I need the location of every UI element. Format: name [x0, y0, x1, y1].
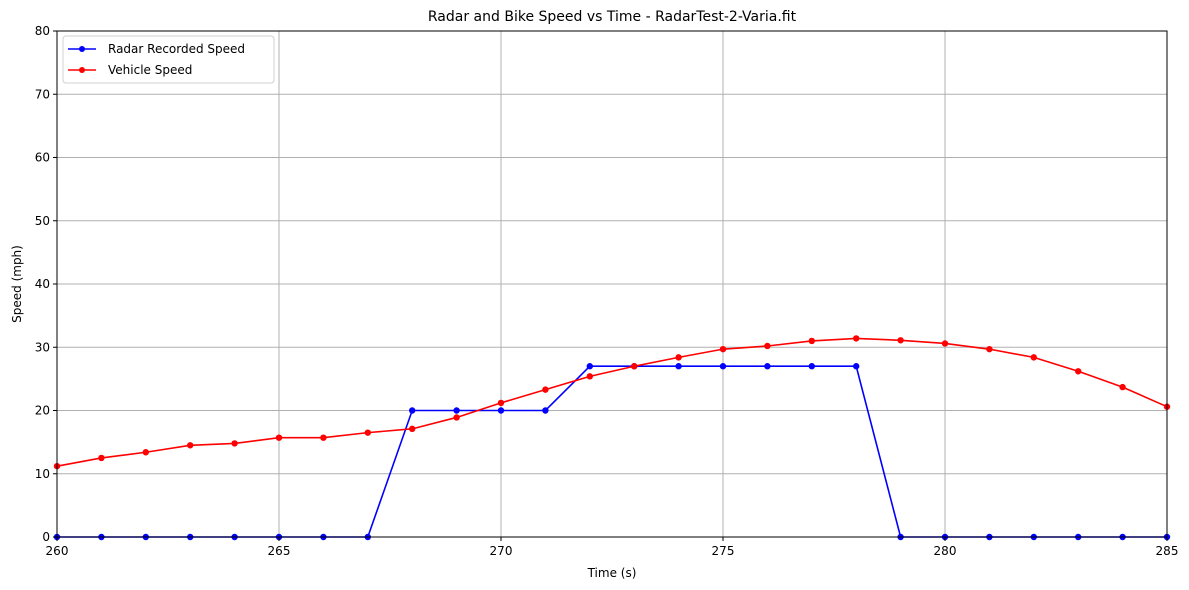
- x-axis-ticks: 260 265 270 275 280 285: [46, 537, 1179, 558]
- y-axis-ticks: 0 10 20 30 40 50 60 70 80: [35, 24, 57, 544]
- data-point: [675, 354, 682, 361]
- plot-series: [53, 335, 1171, 541]
- data-point: [497, 399, 505, 407]
- data-point: [719, 363, 727, 370]
- data-point: [853, 335, 860, 342]
- x-tick-label: 285: [1156, 544, 1179, 558]
- data-point: [986, 345, 993, 353]
- x-tick-label: 280: [934, 544, 957, 558]
- data-point: [364, 429, 371, 436]
- data-point: [409, 425, 416, 433]
- series-line: [57, 365, 1167, 538]
- data-point: [453, 407, 460, 414]
- legend-box: [62, 35, 275, 84]
- data-point: [631, 363, 638, 370]
- data-point: [853, 363, 860, 370]
- data-point: [808, 363, 815, 370]
- data-point: [808, 337, 815, 345]
- data-point: [542, 386, 549, 393]
- legend-item-radar: Radar Recorded Speed: [68, 42, 245, 56]
- y-tick-label: 0: [42, 530, 50, 544]
- legend-marker-radar: [79, 46, 85, 52]
- legend-label-vehicle: Vehicle Speed: [108, 63, 192, 77]
- y-tick-label: 80: [35, 24, 50, 38]
- y-tick-label: 70: [35, 87, 50, 101]
- data-point: [719, 345, 727, 353]
- data-point: [586, 373, 593, 380]
- x-tick-label: 275: [712, 544, 735, 558]
- data-point: [1119, 383, 1126, 391]
- y-tick-label: 20: [35, 404, 50, 418]
- data-point: [497, 407, 505, 414]
- data-point: [453, 414, 460, 421]
- data-point: [98, 454, 105, 462]
- data-point: [187, 442, 194, 449]
- data-point: [764, 342, 771, 350]
- data-point: [941, 340, 949, 347]
- x-tick-label: 265: [268, 544, 291, 558]
- data-point: [586, 363, 593, 370]
- y-tick-label: 10: [35, 467, 50, 481]
- legend-marker-vehicle: [79, 67, 85, 73]
- legend-item-vehicle: Vehicle Speed: [68, 63, 192, 77]
- data-point: [764, 363, 771, 370]
- x-axis-label: Time (s): [587, 566, 637, 580]
- y-tick-label: 30: [35, 340, 50, 354]
- data-point: [409, 407, 416, 414]
- y-axis-label: Speed (mph): [10, 245, 24, 323]
- x-tick-label: 260: [46, 544, 69, 558]
- data-point: [231, 440, 238, 447]
- y-tick-label: 40: [35, 277, 50, 291]
- data-point: [542, 407, 549, 414]
- data-point: [275, 434, 283, 441]
- series-radar: [53, 363, 1171, 541]
- y-tick-label: 60: [35, 151, 50, 165]
- chart-title: Radar and Bike Speed vs Time - RadarTest…: [428, 9, 797, 25]
- data-point: [1030, 354, 1038, 361]
- legend-label-radar: Radar Recorded Speed: [108, 42, 245, 56]
- series-line: [56, 337, 1168, 467]
- y-tick-label: 50: [35, 214, 50, 228]
- x-tick-label: 270: [490, 544, 513, 558]
- data-point: [675, 363, 682, 370]
- data-point: [897, 337, 904, 344]
- data-point: [142, 449, 149, 456]
- legend: Radar Recorded Speed Vehicle Speed: [62, 35, 275, 84]
- grid-lines: [56, 30, 1168, 538]
- data-point: [320, 434, 327, 441]
- data-point: [1075, 368, 1082, 375]
- series-vehicle: [53, 335, 1171, 470]
